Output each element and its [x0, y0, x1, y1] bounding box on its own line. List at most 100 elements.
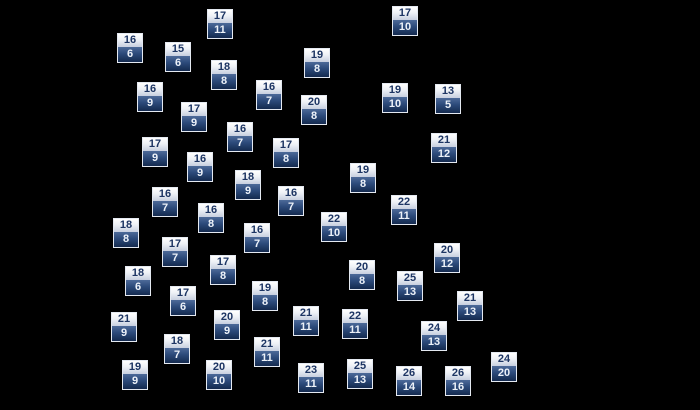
data-point[interactable]: 16 7 — [256, 80, 282, 110]
data-point-top-value: 20 — [302, 96, 326, 109]
data-point-top-value: 19 — [383, 84, 407, 97]
data-point[interactable]: 16 7 — [152, 187, 178, 217]
data-point[interactable]: 21 11 — [293, 306, 319, 336]
data-point-bottom-value: 10 — [383, 97, 407, 112]
data-point[interactable]: 19 9 — [122, 360, 148, 390]
data-point-bottom-value: 9 — [236, 184, 260, 199]
data-point-bottom-value: 9 — [215, 324, 239, 339]
data-point-top-value: 16 — [257, 81, 281, 94]
data-point-bottom-value: 8 — [114, 232, 138, 247]
data-point[interactable]: 18 6 — [125, 266, 151, 296]
data-point-bottom-value: 9 — [143, 151, 167, 166]
data-point[interactable]: 21 9 — [111, 312, 137, 342]
data-point-top-value: 25 — [348, 360, 372, 373]
data-point[interactable]: 17 10 — [392, 6, 418, 36]
data-point-bottom-value: 14 — [397, 380, 421, 395]
data-point[interactable]: 17 9 — [142, 137, 168, 167]
data-point-bottom-value: 8 — [211, 269, 235, 284]
data-point[interactable]: 20 12 — [434, 243, 460, 273]
data-point-top-value: 26 — [446, 367, 470, 380]
data-point[interactable]: 17 9 — [181, 102, 207, 132]
data-point-top-value: 16 — [188, 153, 212, 166]
data-point-top-value: 21 — [112, 313, 136, 326]
data-point[interactable]: 21 11 — [254, 337, 280, 367]
data-point-bottom-value: 10 — [207, 374, 231, 389]
data-point-bottom-value: 8 — [351, 177, 375, 192]
data-point-top-value: 19 — [253, 282, 277, 295]
data-point-top-value: 16 — [199, 204, 223, 217]
data-point[interactable]: 25 13 — [347, 359, 373, 389]
data-point[interactable]: 16 7 — [278, 186, 304, 216]
data-point-bottom-value: 7 — [165, 348, 189, 363]
data-point-top-value: 18 — [236, 171, 260, 184]
data-point[interactable]: 18 9 — [235, 170, 261, 200]
data-point-top-value: 17 — [163, 238, 187, 251]
data-point[interactable]: 19 8 — [350, 163, 376, 193]
data-point-top-value: 17 — [143, 138, 167, 151]
data-point[interactable]: 18 8 — [113, 218, 139, 248]
data-point[interactable]: 17 11 — [207, 9, 233, 39]
data-point-bottom-value: 13 — [348, 373, 372, 388]
data-point[interactable]: 20 9 — [214, 310, 240, 340]
data-point-top-value: 20 — [435, 244, 459, 257]
data-point[interactable]: 21 12 — [431, 133, 457, 163]
data-point[interactable]: 16 7 — [227, 122, 253, 152]
data-point-bottom-value: 8 — [350, 274, 374, 289]
data-point[interactable]: 17 6 — [170, 286, 196, 316]
data-point-top-value: 18 — [165, 335, 189, 348]
data-point[interactable]: 19 8 — [252, 281, 278, 311]
data-point[interactable]: 22 10 — [321, 212, 347, 242]
data-point-bottom-value: 9 — [182, 116, 206, 131]
data-point[interactable]: 16 9 — [137, 82, 163, 112]
data-point-top-value: 26 — [397, 367, 421, 380]
data-point[interactable]: 19 10 — [382, 83, 408, 113]
data-point-bottom-value: 11 — [208, 23, 232, 38]
data-point-bottom-value: 6 — [118, 47, 142, 62]
data-point[interactable]: 26 14 — [396, 366, 422, 396]
data-point-bottom-value: 6 — [126, 280, 150, 295]
data-point[interactable]: 22 11 — [342, 309, 368, 339]
data-point-bottom-value: 8 — [199, 217, 223, 232]
data-point-top-value: 20 — [207, 361, 231, 374]
data-point[interactable]: 16 7 — [244, 223, 270, 253]
data-point-bottom-value: 11 — [255, 351, 279, 366]
data-point-top-value: 20 — [350, 261, 374, 274]
data-point-top-value: 18 — [212, 61, 236, 74]
data-point[interactable]: 17 8 — [210, 255, 236, 285]
data-point-bottom-value: 11 — [343, 323, 367, 338]
data-point[interactable]: 16 8 — [198, 203, 224, 233]
data-point-top-value: 13 — [436, 85, 460, 98]
data-point[interactable]: 18 8 — [211, 60, 237, 90]
data-point[interactable]: 21 13 — [457, 291, 483, 321]
data-point-top-value: 20 — [215, 311, 239, 324]
data-point[interactable]: 16 6 — [117, 33, 143, 63]
data-point-bottom-value: 8 — [274, 152, 298, 167]
data-point[interactable]: 13 5 — [435, 84, 461, 114]
data-point[interactable]: 20 10 — [206, 360, 232, 390]
data-point[interactable]: 17 7 — [162, 237, 188, 267]
data-point-bottom-value: 6 — [171, 300, 195, 315]
data-point[interactable]: 23 11 — [298, 363, 324, 393]
data-point[interactable]: 19 8 — [304, 48, 330, 78]
data-point[interactable]: 24 13 — [421, 321, 447, 351]
data-point-top-value: 15 — [166, 43, 190, 56]
data-point[interactable]: 25 13 — [397, 271, 423, 301]
data-point[interactable]: 20 8 — [301, 95, 327, 125]
data-point-top-value: 19 — [351, 164, 375, 177]
data-point-top-value: 24 — [422, 322, 446, 335]
data-point[interactable]: 15 6 — [165, 42, 191, 72]
data-point[interactable]: 22 11 — [391, 195, 417, 225]
data-point-top-value: 22 — [392, 196, 416, 209]
data-point[interactable]: 18 7 — [164, 334, 190, 364]
data-point[interactable]: 26 16 — [445, 366, 471, 396]
data-point-bottom-value: 12 — [432, 147, 456, 162]
data-point-top-value: 17 — [393, 7, 417, 20]
data-point[interactable]: 24 20 — [491, 352, 517, 382]
data-point-top-value: 21 — [294, 307, 318, 320]
data-point-top-value: 25 — [398, 272, 422, 285]
data-point-bottom-value: 9 — [112, 326, 136, 341]
data-point[interactable]: 16 9 — [187, 152, 213, 182]
data-point[interactable]: 20 8 — [349, 260, 375, 290]
data-point[interactable]: 17 8 — [273, 138, 299, 168]
data-point-top-value: 17 — [171, 287, 195, 300]
